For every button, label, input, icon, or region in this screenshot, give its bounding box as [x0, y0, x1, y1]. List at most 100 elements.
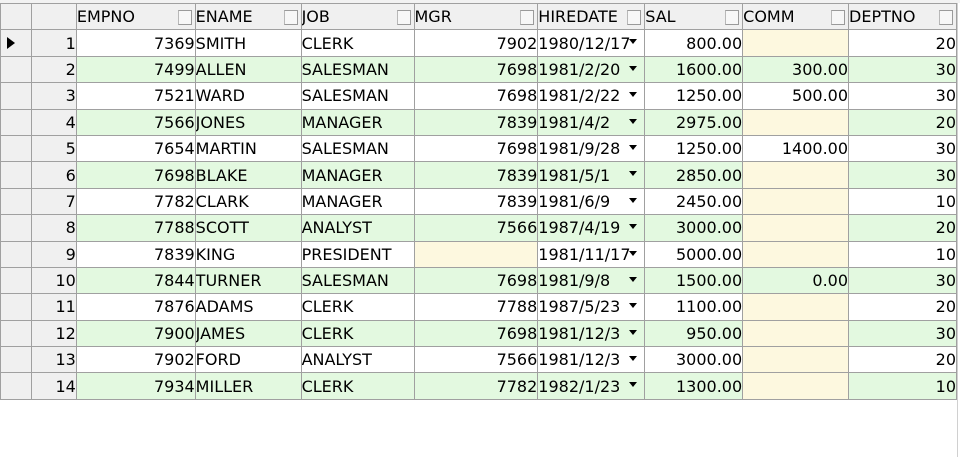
- cell-job[interactable]: MANAGER: [300, 161, 415, 189]
- cell-comm[interactable]: 1400.00: [742, 134, 850, 163]
- cell-ename[interactable]: TURNER: [194, 266, 302, 295]
- cell-job[interactable]: SALESMAN: [300, 266, 415, 295]
- cell-ename[interactable]: JAMES: [194, 319, 302, 348]
- cell-job[interactable]: ANALYST: [300, 346, 415, 374]
- cell-ename[interactable]: FORD: [194, 346, 302, 374]
- cell-comm[interactable]: [742, 319, 850, 348]
- cell-comm[interactable]: [742, 293, 850, 321]
- cell-sal[interactable]: 1500.00: [644, 266, 744, 295]
- table-row[interactable]: 6 7698 BLAKE MANAGER 7839 1981/5/1 2850.00 30: [0, 161, 957, 189]
- cell-deptno[interactable]: 30: [848, 134, 957, 163]
- cell-comm[interactable]: [742, 161, 850, 189]
- cell-sal[interactable]: 800.00: [644, 29, 744, 57]
- table-row[interactable]: 14 7934 MILLER CLERK 7782 1982/1/23 1300.00 10: [0, 372, 957, 400]
- column-header-deptno[interactable]: DEPTNO: [848, 2, 957, 31]
- cell-ename[interactable]: ADAMS: [194, 293, 302, 321]
- cell-hiredate[interactable]: 1981/11/17: [537, 240, 646, 268]
- dropdown-arrow-icon[interactable]: [629, 197, 638, 203]
- cell-job[interactable]: ANALYST: [300, 214, 415, 242]
- cell-deptno[interactable]: 30: [848, 266, 957, 295]
- dropdown-arrow-icon[interactable]: [629, 92, 638, 98]
- cell-deptno[interactable]: 10: [848, 372, 957, 400]
- cell-deptno[interactable]: 30: [848, 161, 957, 189]
- cell-ename[interactable]: MILLER: [194, 372, 302, 400]
- cell-empno[interactable]: 7900: [75, 319, 196, 348]
- cell-deptno[interactable]: 20: [848, 108, 957, 136]
- cell-comm[interactable]: [742, 108, 850, 136]
- column-header-hiredate[interactable]: HIREDATE: [537, 2, 646, 31]
- cell-deptno[interactable]: 30: [848, 319, 957, 348]
- row-indicator[interactable]: [0, 319, 32, 348]
- cell-mgr[interactable]: 7698: [413, 82, 539, 110]
- cell-job[interactable]: CLERK: [300, 29, 415, 57]
- cell-ename[interactable]: JONES: [194, 108, 302, 136]
- cell-sal[interactable]: 1100.00: [644, 293, 744, 321]
- dropdown-arrow-icon[interactable]: [629, 356, 638, 362]
- column-filter-button[interactable]: [939, 10, 953, 25]
- cell-comm[interactable]: [742, 372, 850, 400]
- row-indicator[interactable]: [0, 240, 32, 268]
- column-filter-button[interactable]: [283, 10, 298, 25]
- cell-empno[interactable]: 7566: [75, 108, 196, 136]
- dropdown-arrow-icon[interactable]: [629, 65, 638, 71]
- cell-mgr[interactable]: [413, 240, 539, 268]
- cell-hiredate[interactable]: 1981/9/28: [537, 134, 646, 163]
- corner-cell[interactable]: [0, 2, 32, 31]
- column-header-sal[interactable]: SAL: [644, 2, 744, 31]
- cell-comm[interactable]: [742, 214, 850, 242]
- cell-deptno[interactable]: 30: [848, 82, 957, 110]
- cell-hiredate[interactable]: 1980/12/17: [537, 29, 646, 57]
- cell-comm[interactable]: 300.00: [742, 55, 850, 84]
- row-indicator[interactable]: [0, 372, 32, 400]
- column-header-ename[interactable]: ENAME: [194, 2, 302, 31]
- cell-hiredate[interactable]: 1981/12/3: [537, 319, 646, 348]
- dropdown-arrow-icon[interactable]: [629, 382, 638, 388]
- cell-hiredate[interactable]: 1981/12/3: [537, 346, 646, 374]
- cell-ename[interactable]: CLARK: [194, 187, 302, 216]
- cell-empno[interactable]: 7499: [75, 55, 196, 84]
- cell-job[interactable]: SALESMAN: [300, 134, 415, 163]
- cell-deptno[interactable]: 20: [848, 346, 957, 374]
- cell-empno[interactable]: 7934: [75, 372, 196, 400]
- cell-mgr[interactable]: 7788: [413, 293, 539, 321]
- cell-mgr[interactable]: 7566: [413, 214, 539, 242]
- table-row[interactable]: 12 7900 JAMES CLERK 7698 1981/12/3 950.00 30: [0, 319, 957, 348]
- cell-job[interactable]: SALESMAN: [300, 82, 415, 110]
- cell-hiredate[interactable]: 1987/5/23: [537, 293, 646, 321]
- cell-deptno[interactable]: 30: [848, 55, 957, 84]
- cell-ename[interactable]: ALLEN: [194, 55, 302, 84]
- cell-mgr[interactable]: 7902: [413, 29, 539, 57]
- dropdown-arrow-icon[interactable]: [629, 118, 638, 124]
- cell-empno[interactable]: 7839: [75, 240, 196, 268]
- table-row[interactable]: 8 7788 SCOTT ANALYST 7566 1987/4/19 3000.00 20: [0, 214, 957, 242]
- cell-sal[interactable]: 2850.00: [644, 161, 744, 189]
- cell-sal[interactable]: 3000.00: [644, 214, 744, 242]
- cell-sal[interactable]: 1600.00: [644, 55, 744, 84]
- cell-hiredate[interactable]: 1981/2/20: [537, 55, 646, 84]
- table-row[interactable]: 13 7902 FORD ANALYST 7566 1981/12/3 3000.00 20: [0, 346, 957, 374]
- column-filter-button[interactable]: [396, 10, 411, 25]
- table-row[interactable]: 1 7369 SMITH CLERK 7902 1980/12/17 800.00 20: [0, 29, 957, 57]
- dropdown-arrow-icon[interactable]: [629, 39, 638, 45]
- cell-sal[interactable]: 2450.00: [644, 187, 744, 216]
- table-row[interactable]: 3 7521 WARD SALESMAN 7698 1981/2/22 1250.00 500…: [0, 82, 957, 110]
- cell-comm[interactable]: [742, 346, 850, 374]
- cell-empno[interactable]: 7902: [75, 346, 196, 374]
- cell-empno[interactable]: 7698: [75, 161, 196, 189]
- dropdown-arrow-icon[interactable]: [629, 250, 638, 256]
- cell-ename[interactable]: KING: [194, 240, 302, 268]
- row-indicator[interactable]: [0, 134, 32, 163]
- cell-deptno[interactable]: 20: [848, 29, 957, 57]
- column-filter-button[interactable]: [725, 10, 740, 25]
- cell-empno[interactable]: 7844: [75, 266, 196, 295]
- cell-job[interactable]: PRESIDENT: [300, 240, 415, 268]
- cell-mgr[interactable]: 7698: [413, 55, 539, 84]
- cell-job[interactable]: MANAGER: [300, 108, 415, 136]
- cell-mgr[interactable]: 7566: [413, 346, 539, 374]
- row-indicator[interactable]: [0, 187, 32, 216]
- cell-deptno[interactable]: 10: [848, 187, 957, 216]
- row-indicator[interactable]: [0, 82, 32, 110]
- cell-deptno[interactable]: 20: [848, 293, 957, 321]
- column-filter-button[interactable]: [831, 10, 846, 25]
- table-row[interactable]: 4 7566 JONES MANAGER 7839 1981/4/2 2975.00 20: [0, 108, 957, 136]
